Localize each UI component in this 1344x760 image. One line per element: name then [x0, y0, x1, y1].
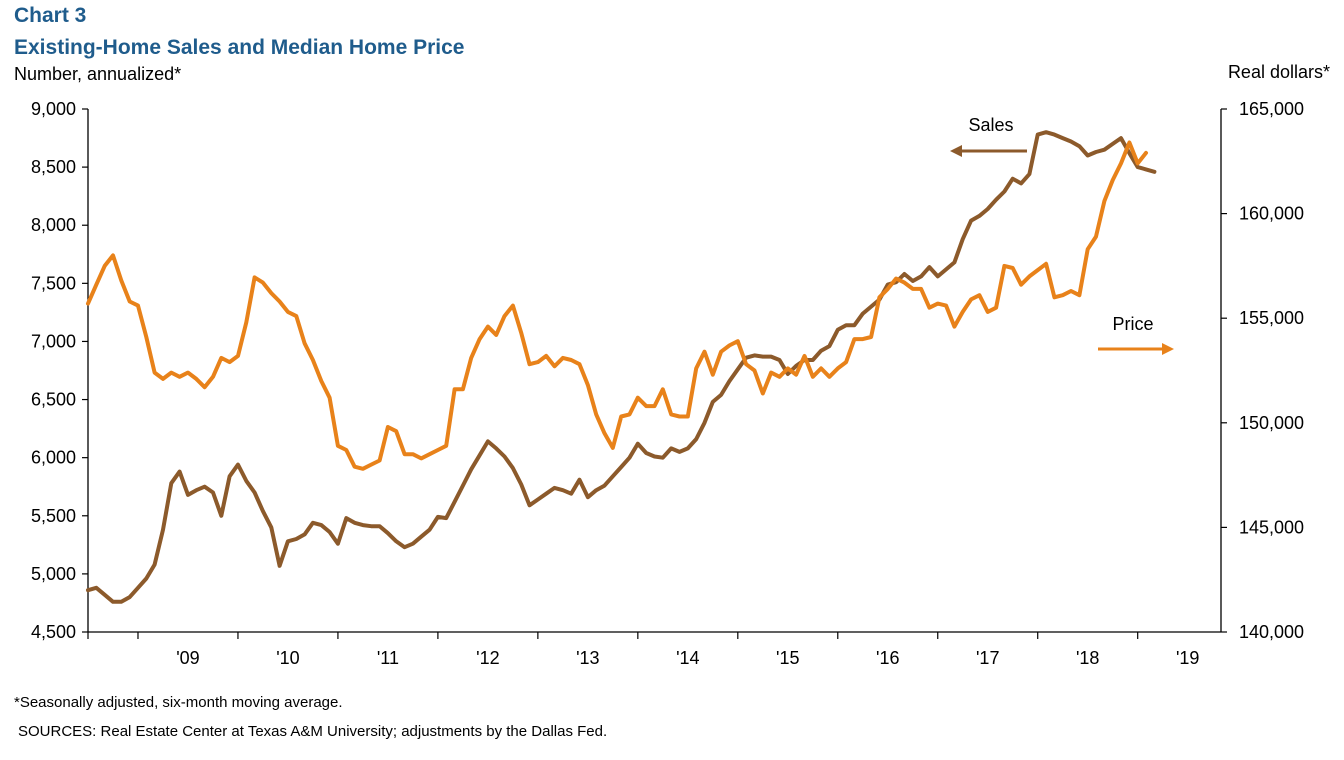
left-tick-label: 7,000 [31, 331, 76, 351]
left-tick-label: 6,000 [31, 448, 76, 468]
x-tick-label: '19 [1176, 648, 1199, 668]
x-tick-label: '15 [776, 648, 799, 668]
right-axis-label: Real dollars* [1227, 62, 1330, 82]
sales-series-line [86, 130, 1157, 604]
left-tick-label: 7,500 [31, 273, 76, 293]
chart-title: Existing-Home Sales and Median Home Pric… [14, 36, 465, 59]
left-tick-label: 5,000 [31, 564, 76, 584]
left-tick-label: 4,500 [31, 622, 76, 642]
right-tick-label: 155,000 [1239, 308, 1304, 328]
left-tick-label: 8,000 [31, 215, 76, 235]
right-tick-label: 145,000 [1239, 517, 1304, 537]
x-tick-label: '17 [976, 648, 999, 668]
x-tick-label: '18 [1076, 648, 1099, 668]
right-tick-label: 150,000 [1239, 413, 1304, 433]
sources-note: SOURCES: Real Estate Center at Texas A&M… [18, 723, 608, 740]
left-tick-label: 8,500 [31, 157, 76, 177]
x-tick-label: '10 [276, 648, 299, 668]
price-series-line [86, 140, 1148, 471]
price-arrowhead-icon [1162, 343, 1174, 355]
x-tick-label: '09 [176, 648, 199, 668]
right-tick-label: 140,000 [1239, 622, 1304, 642]
left-axis-label: Number, annualized* [14, 64, 182, 84]
x-tick-label: '11 [377, 648, 399, 668]
footnote: *Seasonally adjusted, six-month moving a… [14, 694, 343, 711]
x-tick-label: '14 [676, 648, 699, 668]
right-tick-label: 165,000 [1239, 99, 1304, 119]
right-tick-label: 160,000 [1239, 204, 1304, 224]
sales-annotation-label: Sales [968, 115, 1013, 135]
price-annotation-label: Price [1112, 314, 1153, 334]
left-tick-label: 5,500 [31, 506, 76, 526]
x-tick-label: '16 [876, 648, 899, 668]
left-tick-label: 9,000 [31, 99, 76, 119]
left-tick-label: 6,500 [31, 390, 76, 410]
chart-number: Chart 3 [14, 4, 87, 27]
x-tick-label: '12 [476, 648, 499, 668]
sales-arrowhead-icon [950, 145, 962, 157]
x-tick-label: '13 [576, 648, 599, 668]
